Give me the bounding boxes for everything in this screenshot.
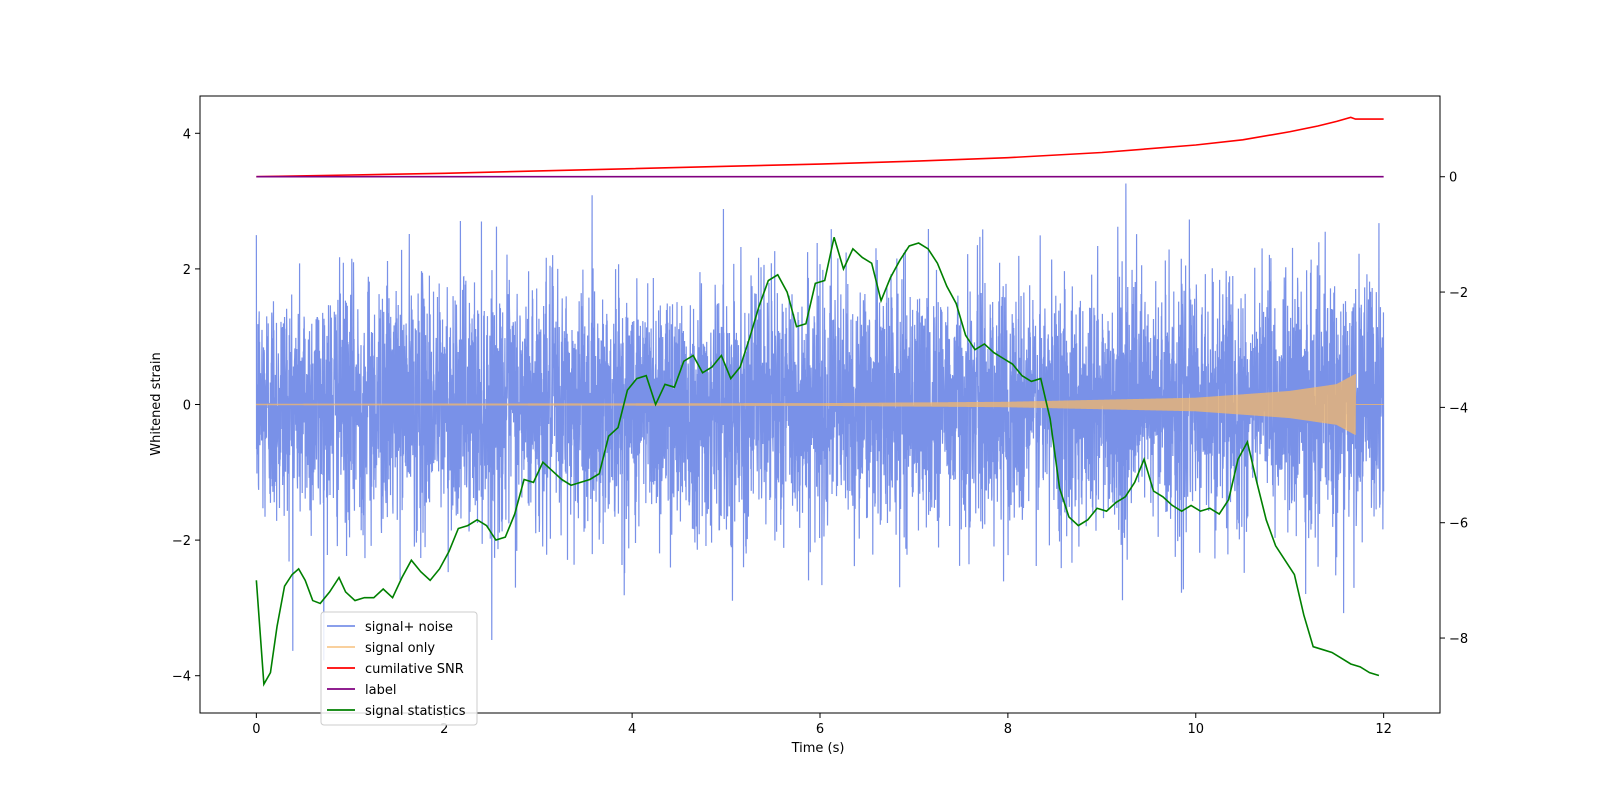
x-tick-label: 0 <box>252 722 260 737</box>
y-tick-label-left: −2 <box>172 534 191 549</box>
series-line-signal-only <box>255 373 1384 435</box>
legend-label-signal-statistics: signal statistics <box>365 704 466 719</box>
y-tick-label-right: −4 <box>1449 401 1468 416</box>
y-tick-label-right: 0 <box>1449 171 1457 186</box>
y-tick-label-right: −6 <box>1449 517 1468 532</box>
y-tick-label-left: −4 <box>172 670 191 685</box>
y-tick-label-left: 2 <box>183 263 191 278</box>
legend-label-signal-only: signal only <box>365 641 435 656</box>
x-tick-label: 8 <box>1004 722 1012 737</box>
x-axis-label: Time (s) <box>791 741 845 756</box>
x-tick-label: 4 <box>628 722 636 737</box>
legend-box <box>320 611 478 726</box>
series-line-cumilative-snr <box>256 116 1384 178</box>
legend-label-label: label <box>365 683 396 698</box>
legend-label-cumilative-snr: cumilative SNR <box>365 662 464 677</box>
legend: signal+ noise signal only cumilative SNR la… <box>320 611 478 726</box>
series-line-signal-noise <box>255 183 1385 661</box>
y-tick-label-right: −8 <box>1449 632 1468 647</box>
y-axis-label: Whitened strain <box>149 352 164 455</box>
x-tick-label: 6 <box>816 722 824 737</box>
series-line-signal-statistics <box>255 237 1380 687</box>
x-tick-label: 10 <box>1187 722 1204 737</box>
y-tick-label-left: 0 <box>183 399 191 414</box>
legend-label-signal-noise: signal+ noise <box>365 620 453 635</box>
x-tick-label: 12 <box>1375 722 1392 737</box>
axes-layer: 0 2 4 6 8 10 12 −4 −2 0 2 4 −8 −6 −4 −2 0 <box>172 127 1468 737</box>
x-tick-label: 2 <box>440 722 448 737</box>
y-tick-label-left: 4 <box>183 127 191 142</box>
series-layer <box>255 116 1385 687</box>
y-tick-label-right: −2 <box>1449 286 1468 301</box>
